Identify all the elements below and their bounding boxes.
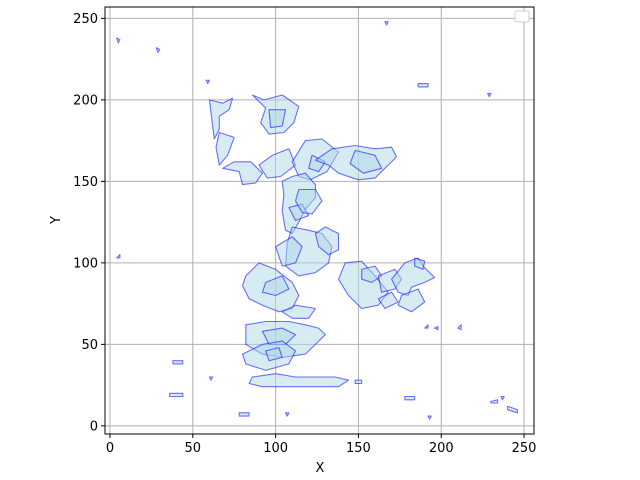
x-tick-label: 250 [512, 441, 537, 456]
region-polygon [261, 327, 297, 345]
region-polygon [384, 21, 389, 26]
region-polygon [377, 291, 399, 310]
gridlines [105, 7, 534, 434]
x-tick-label: 150 [346, 441, 371, 456]
plot-frame [104, 6, 535, 435]
region-polygon [116, 254, 121, 259]
y-tick-label: 200 [73, 93, 98, 108]
region-polygon [238, 412, 250, 417]
plot-area [105, 7, 534, 434]
x-axis: 0 50 100 150 200 250 [106, 434, 537, 456]
region-polygon [417, 83, 429, 88]
region-polygon [116, 37, 121, 44]
region-polygon [457, 324, 462, 331]
region-polygon [284, 412, 290, 417]
region-polygon [294, 188, 323, 215]
region-polygon [354, 379, 363, 385]
region-polygon [337, 260, 389, 310]
x-tick-label: 200 [429, 441, 454, 456]
region-polygon [397, 288, 426, 313]
legend-box [514, 10, 530, 23]
region-polygon [208, 376, 214, 381]
region-polygon [506, 405, 518, 414]
region-polygon [155, 47, 161, 54]
region-polygon [427, 415, 432, 420]
region-polygon [169, 392, 184, 398]
x-tick-label: 0 [106, 441, 114, 456]
region-polygon [215, 131, 235, 166]
region-polygon [404, 395, 416, 401]
region-polygon [281, 304, 316, 319]
region-polygon [487, 92, 492, 98]
region-polygon [248, 373, 350, 388]
y-axis: 0 50 100 150 200 250 [73, 12, 105, 434]
region-polygon [172, 360, 184, 365]
x-tick-label: 100 [263, 441, 288, 456]
region-polygon [349, 149, 383, 174]
y-tick-label: 0 [90, 419, 98, 434]
region-polygon [261, 275, 290, 297]
region-polygon [434, 325, 439, 331]
region-polygon [500, 395, 505, 401]
y-tick-label: 100 [73, 256, 98, 271]
y-tick-label: 250 [73, 12, 98, 27]
x-tick-label: 50 [185, 441, 202, 456]
region-polygon [208, 97, 234, 140]
region-polygon [268, 109, 287, 129]
polygon-layer [116, 21, 518, 420]
region-polygon [424, 324, 429, 329]
y-tick-label: 150 [73, 175, 98, 190]
region-polygon [490, 399, 499, 404]
region-polygon [265, 347, 283, 362]
x-axis-title: X [316, 461, 325, 476]
region-polygon [205, 79, 210, 85]
region-polygon [275, 236, 303, 267]
y-tick-label: 50 [81, 338, 98, 353]
y-axis-title: Y [49, 216, 64, 225]
region-polygon [414, 257, 426, 270]
region-polygon [361, 265, 383, 283]
region-polygon [222, 161, 263, 186]
region-polygon [314, 226, 340, 256]
